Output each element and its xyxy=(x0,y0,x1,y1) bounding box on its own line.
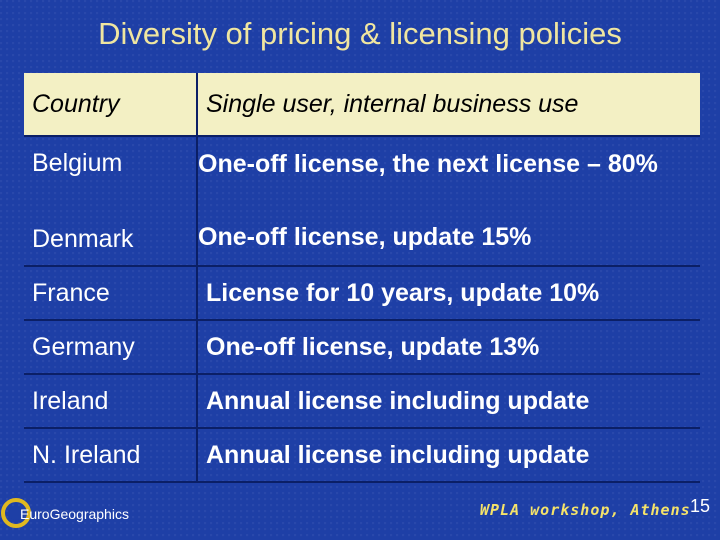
table-row: France License for 10 years, update 10% xyxy=(24,266,700,321)
table-row: Germany One-off license, update 13% xyxy=(24,320,700,375)
policy-cell: Annual license including update xyxy=(197,428,700,483)
country-cell: Denmark xyxy=(32,225,134,253)
logo-text: EuroGeographics xyxy=(20,506,129,522)
policy-cell-group: One-off license, the next license – 80% … xyxy=(197,136,700,267)
header-policy: Single user, internal business use xyxy=(197,73,700,137)
table-row: N. Ireland Annual license including upda… xyxy=(24,428,700,483)
country-cell: Ireland xyxy=(24,374,198,429)
country-cell-group: Belgium Denmark xyxy=(24,136,198,267)
policy-cell: One-off license, the next license – 80% xyxy=(198,150,658,178)
table-header-row: Country Single user, internal business u… xyxy=(24,73,700,137)
pricing-table: Country Single user, internal business u… xyxy=(24,73,700,483)
policy-cell: One-off license, update 13% xyxy=(197,320,700,375)
country-cell: France xyxy=(24,266,198,321)
eurogeographics-logo xyxy=(1,498,31,528)
policy-cell: One-off license, update 15% xyxy=(198,223,532,251)
policy-cell: Annual license including update xyxy=(197,374,700,429)
table-row: Belgium Denmark One-off license, the nex… xyxy=(24,136,700,267)
table-row: Ireland Annual license including update xyxy=(24,374,700,429)
policy-cell: License for 10 years, update 10% xyxy=(197,266,700,321)
country-cell: N. Ireland xyxy=(24,428,198,483)
page-number: 15 xyxy=(690,496,711,516)
slide-title: Diversity of pricing & licensing policie… xyxy=(98,16,622,51)
footer-event: WPLA workshop, Athens xyxy=(480,501,691,519)
header-country: Country xyxy=(24,73,198,137)
country-cell: Belgium xyxy=(32,149,123,177)
country-cell: Germany xyxy=(24,320,198,375)
